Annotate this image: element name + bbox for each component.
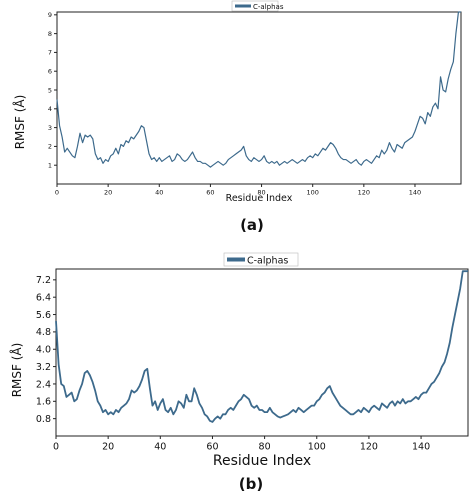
panel-label-a: (a)	[240, 216, 264, 234]
x-tick-label: 100	[306, 189, 318, 197]
y-tick-label: 4	[48, 105, 52, 113]
y-tick-label: 6.4	[36, 293, 51, 304]
legend-box-a	[231, 0, 279, 12]
chart-b: 0.8 1.6 2.4 3.2 4.0 4.8 5.6 6.4 7.2 0 20 40 60 80 100…	[9, 252, 469, 493]
plot-frame-b	[55, 268, 469, 437]
y-tick-label: 1.6	[36, 397, 51, 408]
x-tick-label: 80	[259, 442, 271, 453]
y-tick-label: 9	[48, 11, 52, 19]
y-tick-label: 7.2	[36, 275, 51, 286]
x-tick-label: 100	[308, 442, 326, 453]
y-ticks-b: 0.8 1.6 2.4 3.2 4.0 4.8 5.6 6.4 7.2	[36, 275, 56, 425]
y-tick-label: 2	[48, 143, 52, 151]
y-tick-label: 4.0	[36, 345, 51, 356]
y-tick-label: 3.2	[36, 362, 51, 373]
y-tick-label: 2.4	[36, 379, 51, 390]
rmsf-line-b	[55, 270, 468, 423]
x-tick-label: 20	[102, 442, 114, 453]
y-axis-label-a: RMSF (Å)	[12, 95, 27, 150]
rmsf-line-a	[56, 11, 461, 168]
y-tick-label: 6	[48, 67, 52, 75]
x-ticks-a: 0 20 40 60 80 100 120 140	[55, 184, 421, 197]
x-axis-label-a: Residue Index	[226, 193, 293, 204]
data-points-b	[55, 271, 469, 422]
x-tick-label: 60	[206, 189, 214, 197]
y-axis-label-b: RMSF (Å)	[9, 343, 24, 398]
x-tick-label: 140	[409, 189, 421, 197]
legend-b: C-alphas	[223, 252, 299, 267]
x-tick-label: 60	[206, 442, 218, 453]
x-tick-label: 120	[358, 189, 370, 197]
y-tick-label: 4.8	[36, 327, 51, 338]
x-axis-label-b: Residue Index	[213, 453, 311, 469]
legend-label-a: C-alphas	[253, 3, 284, 11]
x-tick-label: 0	[53, 442, 59, 453]
legend-a: C-alphas	[231, 0, 284, 12]
legend-box-b	[223, 252, 299, 267]
x-tick-label: 20	[104, 189, 112, 197]
x-tick-label: 120	[360, 442, 378, 453]
data-points-a	[56, 11, 462, 168]
y-tick-label: 8	[48, 30, 52, 38]
x-tick-label: 0	[55, 189, 59, 197]
y-tick-label: 3	[48, 124, 52, 132]
y-ticks-a: 1 2 3 4 5 6 7 8 9	[48, 11, 57, 169]
x-tick-label: 140	[412, 442, 430, 453]
panel-label-b: (b)	[239, 475, 263, 493]
y-tick-label: 5	[48, 86, 52, 94]
legend-label-b: C-alphas	[247, 256, 288, 267]
x-tick-label: 80	[257, 189, 265, 197]
y-tick-label: 0.8	[36, 414, 51, 425]
y-tick-label: 7	[48, 49, 52, 57]
x-ticks-b: 0 20 40 60 80 100 120 140	[53, 436, 430, 453]
x-tick-label: 40	[154, 442, 166, 453]
y-tick-label: 5.6	[36, 310, 51, 321]
plot-frame-a	[56, 11, 462, 185]
y-tick-label: 1	[48, 161, 52, 169]
x-tick-label: 40	[155, 189, 163, 197]
chart-a: 1 2 3 4 5 6 7 8 9 0 20 40 60 80 100 120 140 C-alphas RM…	[12, 0, 462, 234]
